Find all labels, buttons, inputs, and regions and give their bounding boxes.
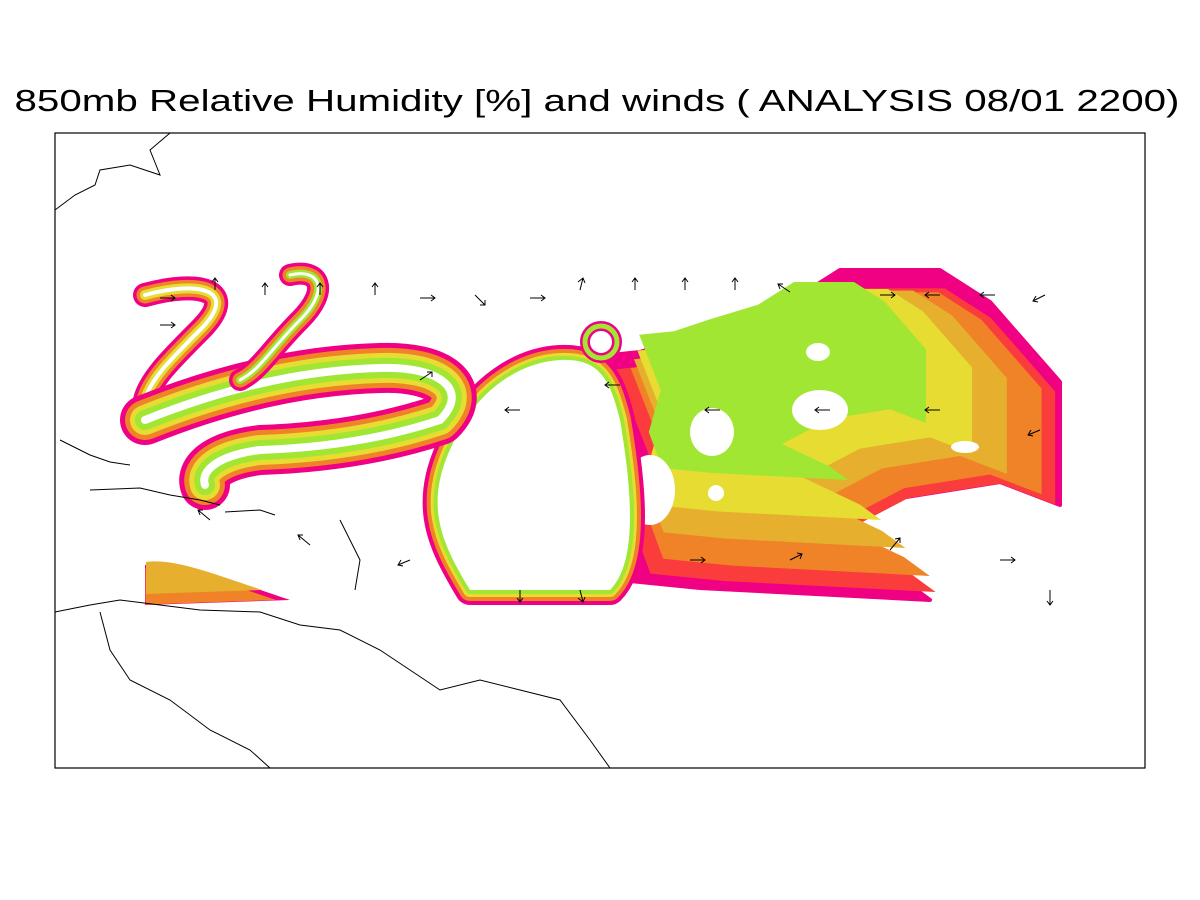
map-frame [54,132,1146,769]
humidity-shading [145,268,1062,605]
west-bands [145,274,452,605]
east-region [580,268,1062,602]
title: 850mb Relative Humidity [%] and winds ( … [15,83,1180,118]
middle-region [438,321,630,590]
coastlines [54,132,611,769]
wind-arrows [160,277,1054,606]
